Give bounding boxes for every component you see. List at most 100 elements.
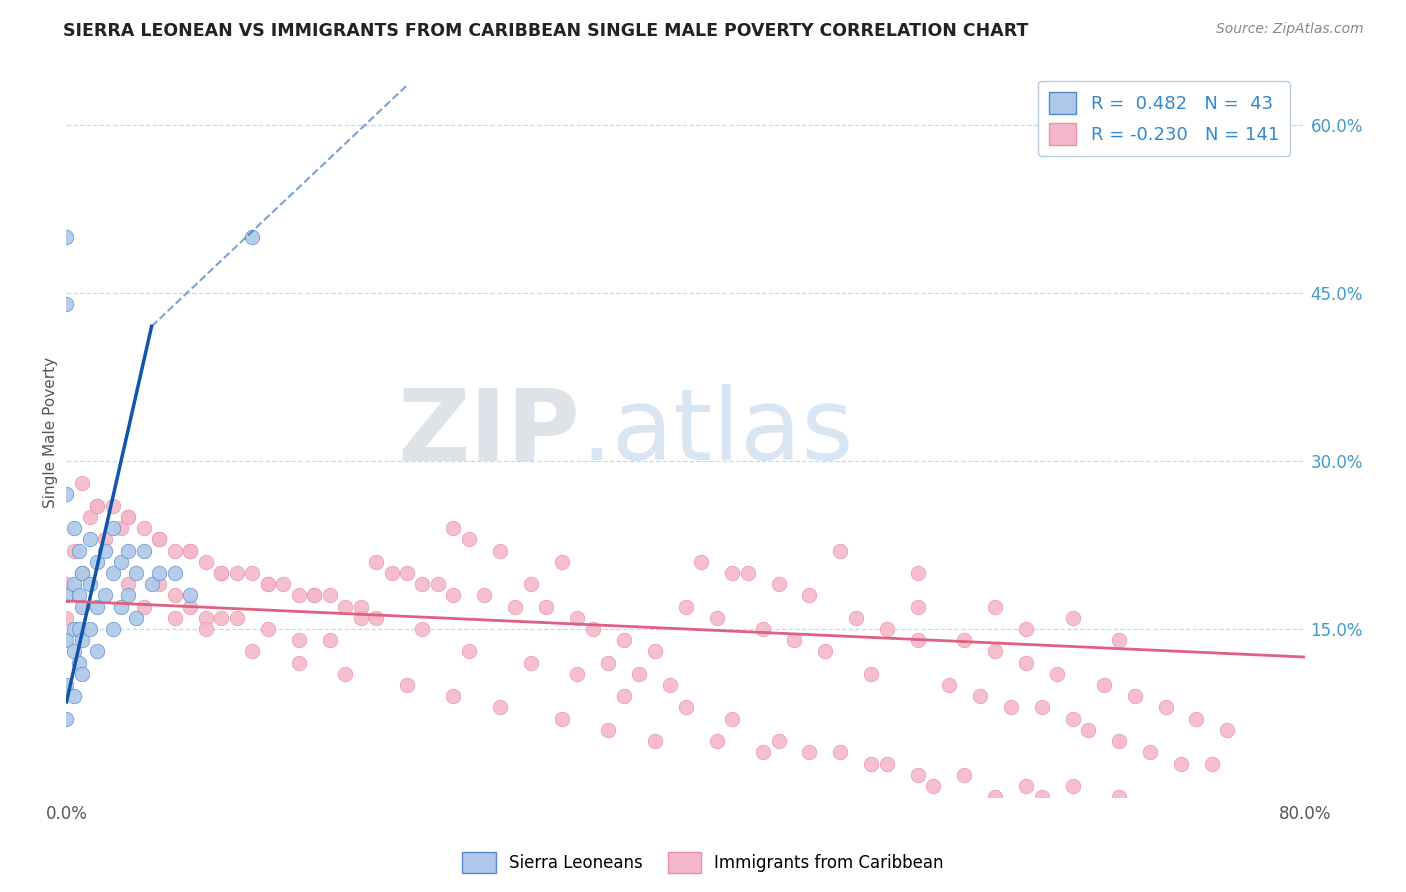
- Point: [79, 622, 101, 636]
- Point: [240, 644, 263, 658]
- Point: [551, 712, 574, 726]
- Point: [110, 521, 132, 535]
- Point: [148, 533, 170, 547]
- Point: [551, 555, 574, 569]
- Point: [768, 734, 790, 748]
- Point: [101, 521, 124, 535]
- Point: [240, 229, 263, 244]
- Point: [458, 533, 481, 547]
- Point: [179, 543, 201, 558]
- Point: [179, 599, 201, 614]
- Point: [163, 566, 186, 580]
- Point: [163, 611, 186, 625]
- Point: [302, 588, 325, 602]
- Point: [1123, 690, 1146, 704]
- Point: [70, 599, 93, 614]
- Point: [148, 533, 170, 547]
- Point: [690, 555, 713, 569]
- Point: [830, 745, 852, 759]
- Point: [117, 509, 139, 524]
- Point: [86, 599, 108, 614]
- Point: [1000, 700, 1022, 714]
- Point: [349, 599, 371, 614]
- Point: [209, 566, 232, 580]
- Point: [1046, 666, 1069, 681]
- Point: [598, 723, 620, 737]
- Point: [721, 712, 744, 726]
- Point: [101, 622, 124, 636]
- Y-axis label: Single Male Poverty: Single Male Poverty: [44, 358, 58, 508]
- Point: [613, 690, 636, 704]
- Point: [349, 611, 371, 625]
- Point: [1216, 723, 1239, 737]
- Point: [489, 543, 512, 558]
- Point: [79, 577, 101, 591]
- Point: [443, 588, 465, 602]
- Point: [1139, 745, 1161, 759]
- Point: [302, 588, 325, 602]
- Point: [79, 509, 101, 524]
- Point: [783, 633, 806, 648]
- Point: [1077, 723, 1099, 737]
- Point: [411, 577, 433, 591]
- Point: [628, 666, 651, 681]
- Point: [55, 297, 77, 311]
- Point: [179, 588, 201, 602]
- Point: [721, 566, 744, 580]
- Point: [505, 599, 527, 614]
- Point: [63, 622, 86, 636]
- Point: [256, 622, 278, 636]
- Point: [55, 229, 77, 244]
- Point: [287, 633, 309, 648]
- Point: [55, 712, 77, 726]
- Point: [1062, 779, 1084, 793]
- Point: [1015, 656, 1038, 670]
- Point: [474, 588, 496, 602]
- Point: [86, 644, 108, 658]
- Point: [55, 678, 77, 692]
- Point: [426, 577, 449, 591]
- Point: [675, 599, 697, 614]
- Point: [799, 588, 821, 602]
- Point: [969, 690, 991, 704]
- Point: [101, 499, 124, 513]
- Point: [907, 768, 929, 782]
- Point: [380, 566, 402, 580]
- Point: [101, 566, 124, 580]
- Point: [179, 543, 201, 558]
- Point: [411, 622, 433, 636]
- Point: [938, 678, 960, 692]
- Point: [1062, 712, 1084, 726]
- Point: [287, 656, 309, 670]
- Point: [675, 700, 697, 714]
- Point: [1031, 790, 1053, 805]
- Point: [148, 577, 170, 591]
- Point: [70, 566, 93, 580]
- Point: [644, 734, 666, 748]
- Point: [567, 611, 589, 625]
- Point: [860, 756, 883, 771]
- Point: [163, 543, 186, 558]
- Point: [55, 487, 77, 501]
- Text: Source: ZipAtlas.com: Source: ZipAtlas.com: [1216, 22, 1364, 37]
- Text: .atlas: .atlas: [581, 384, 853, 482]
- Point: [79, 533, 101, 547]
- Point: [1015, 622, 1038, 636]
- Point: [132, 599, 155, 614]
- Point: [907, 566, 929, 580]
- Text: ZIP: ZIP: [398, 384, 581, 482]
- Point: [536, 599, 558, 614]
- Point: [256, 577, 278, 591]
- Point: [443, 521, 465, 535]
- Point: [110, 555, 132, 569]
- Point: [86, 499, 108, 513]
- Point: [395, 678, 418, 692]
- Point: [240, 566, 263, 580]
- Point: [984, 644, 1007, 658]
- Point: [799, 745, 821, 759]
- Point: [443, 690, 465, 704]
- Point: [907, 633, 929, 648]
- Point: [953, 768, 976, 782]
- Point: [55, 577, 77, 591]
- Point: [364, 611, 387, 625]
